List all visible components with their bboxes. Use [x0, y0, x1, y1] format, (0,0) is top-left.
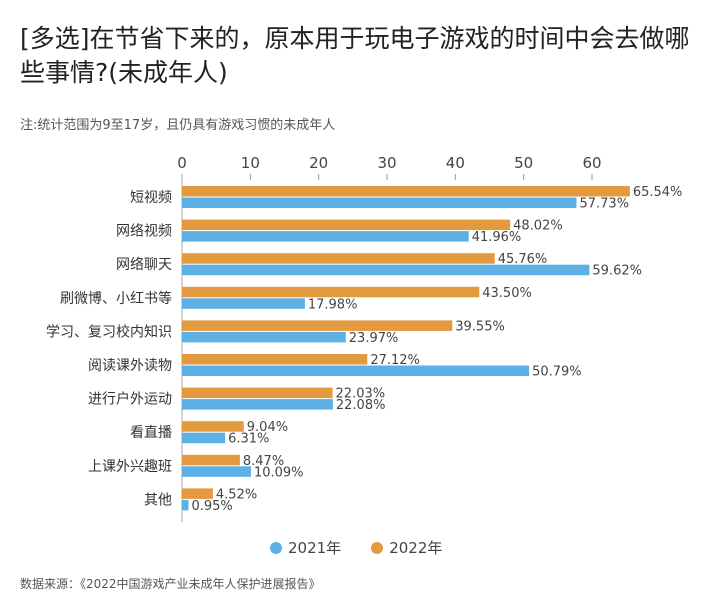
bar-2022年	[182, 320, 453, 331]
category-label: 看直播	[130, 424, 172, 441]
category-label: 刷微博、小红书等	[60, 290, 172, 307]
data-label: 27.12%	[370, 353, 420, 368]
bar-2022年	[182, 488, 213, 499]
legend-item-2021: 2021年	[270, 537, 341, 558]
data-label: 17.98%	[308, 297, 358, 312]
legend: 2021年 2022年	[270, 537, 442, 558]
data-source: 数据来源：《2022中国游戏产业未成年人保护进展报告》	[20, 577, 321, 591]
x-tick-label: 30	[377, 154, 396, 172]
category-label: 短视频	[130, 190, 172, 206]
data-label: 45.76%	[498, 252, 548, 267]
data-label: 6.31%	[228, 432, 269, 447]
bar-chart: 0 10 20 30 40 50 60 短视频 65.54% 57.73% 网络视频 48.02%41…	[46, 154, 683, 522]
bar-2022年	[182, 253, 495, 264]
data-label: 43.50%	[482, 286, 532, 301]
data-label: 0.95%	[191, 499, 232, 514]
bar-2021年	[182, 365, 530, 376]
bar-2022年	[182, 354, 368, 365]
x-tick-label: 40	[446, 154, 465, 172]
bar-2021年	[182, 298, 305, 309]
data-label: 10.09%	[254, 465, 304, 480]
category-label: 进行户外运动	[88, 391, 172, 408]
bar-2021年	[182, 264, 590, 276]
bar-2022年	[182, 219, 511, 231]
category-label: 其他	[144, 492, 172, 508]
legend-swatch-2021	[270, 541, 282, 554]
category-label: 阅读课外读物	[88, 357, 172, 374]
bar-2021年	[182, 432, 226, 444]
legend-label-2022: 2022年	[389, 539, 443, 557]
bar-2022年	[182, 421, 244, 432]
x-tick-label: 20	[309, 154, 328, 172]
data-label: 4.52%	[216, 487, 257, 502]
data-label: 23.97%	[349, 331, 399, 346]
bar-2021年	[182, 466, 251, 477]
bar-2022年	[182, 286, 480, 298]
x-tick-label: 0	[177, 154, 187, 172]
data-label: 22.03%	[336, 387, 386, 402]
bar-2022年	[182, 454, 240, 466]
bar-2022年	[182, 186, 630, 197]
category-label: 学习、复习校内知识	[46, 323, 172, 340]
category-label: 网络视频	[116, 224, 172, 240]
data-label: 65.54%	[633, 185, 683, 200]
data-label: 8.47%	[243, 454, 284, 469]
data-label: 59.62%	[592, 264, 642, 279]
chart-subtitle: 注:统计范围为9至17岁，且仍具有游戏习惯的未成年人	[20, 118, 336, 133]
category-label: 网络聊天	[116, 257, 172, 273]
data-label: 39.55%	[455, 319, 505, 334]
bar-2022年	[182, 387, 333, 399]
x-tick-label: 50	[514, 154, 533, 172]
bar-2021年	[182, 399, 333, 410]
bar-2021年	[182, 331, 346, 343]
data-label: 57.73%	[579, 197, 629, 212]
data-label: 41.96%	[472, 230, 522, 245]
legend-swatch-2022	[371, 541, 384, 554]
legend-label-2021: 2021年	[288, 539, 342, 557]
category-label: 上课外兴趣班	[88, 459, 172, 475]
bar-2021年	[182, 231, 469, 242]
bar-2021年	[182, 499, 189, 511]
data-label: 9.04%	[247, 420, 288, 435]
bar-2021年	[182, 197, 577, 208]
data-label: 22.08%	[336, 398, 386, 413]
data-label: 48.02%	[513, 219, 563, 234]
chart-title: [多选]在节省下来的，原本用于玩电子游戏的时间中会去做哪些事情?(未成年人)	[20, 24, 690, 87]
x-tick-label: 60	[582, 154, 601, 172]
x-tick-label: 10	[241, 154, 260, 172]
data-label: 50.79%	[532, 365, 582, 380]
legend-item-2022: 2022年	[371, 537, 442, 558]
